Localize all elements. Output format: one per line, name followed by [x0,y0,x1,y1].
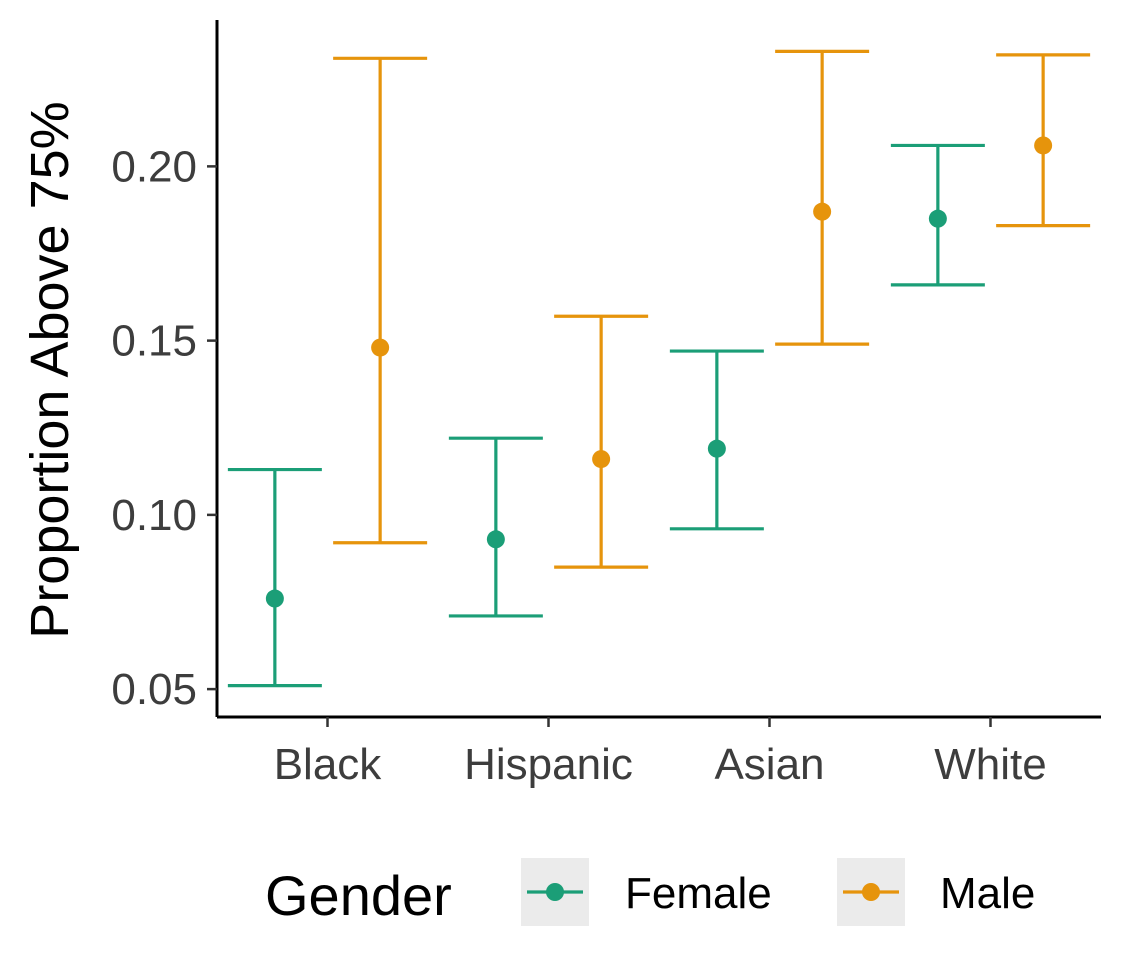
series-male [333,49,1091,569]
y-axis: 0.05 0.10 0.15 0.20 [111,20,219,717]
y-tick-label: 0.15 [111,317,197,366]
data-point [928,209,947,228]
plot-area [227,49,1091,688]
y-tick-label: 0.20 [111,142,197,191]
series-female [227,143,985,688]
legend-key-point [546,883,564,901]
x-axis: Black Hispanic Asian White [217,715,1101,789]
data-point [592,450,611,469]
y-tick-label: 0.10 [111,491,197,540]
x-tick-label: Black [274,740,383,789]
x-tick-label: Hispanic [464,740,633,789]
data-point [1034,136,1053,155]
data-point [707,439,726,458]
legend-key-point [862,883,880,901]
legend-title: Gender [265,864,452,927]
y-tick-label: 0.05 [111,665,197,714]
x-tick-label: Asian [714,740,824,789]
data-point [371,338,390,357]
x-tick-label: White [934,740,1046,789]
data-point [813,202,832,221]
y-axis-title: Proportion Above 75% [20,101,80,638]
legend-item-label: Female [625,869,772,918]
legend-item-label: Male [940,869,1035,918]
data-point [486,530,505,549]
legend: Gender Female Male [265,858,1035,927]
data-point [265,589,284,608]
